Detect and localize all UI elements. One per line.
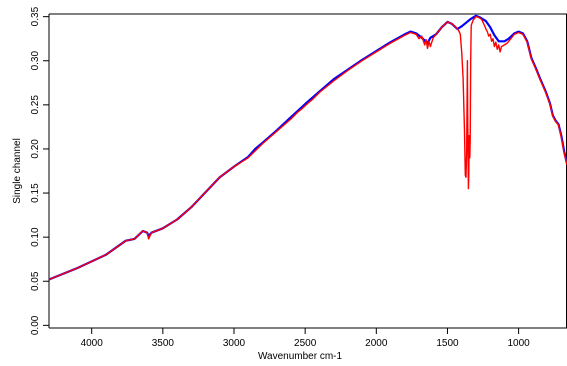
y-tick-label: 0.25 xyxy=(30,95,41,115)
x-tick-label: 3000 xyxy=(223,338,246,349)
y-axis-title: Single channel xyxy=(12,138,23,204)
y-tick-label: 0.30 xyxy=(30,51,41,71)
x-tick-label: 2000 xyxy=(365,338,388,349)
x-tick-label: 1000 xyxy=(507,338,530,349)
x-tick-label: 2500 xyxy=(294,338,317,349)
y-tick-label: 0.20 xyxy=(30,139,41,159)
series-layer xyxy=(48,14,567,281)
y-tick-label: 0.10 xyxy=(30,227,41,247)
y-tick-label: 0.35 xyxy=(30,6,41,26)
x-axis-title: Wavenumber cm-1 xyxy=(258,351,343,362)
x-tick-label: 1500 xyxy=(436,338,459,349)
y-tick-label: 0.05 xyxy=(30,271,41,291)
y-tick-label: 0.15 xyxy=(30,183,41,203)
plot-frame xyxy=(48,13,567,329)
y-axis: 0.00 0.05 0.10 0.15 0.20 0.25 0.30 0.35 xyxy=(30,6,49,335)
x-tick-label: 3500 xyxy=(152,338,175,349)
x-tick-label: 4000 xyxy=(81,338,104,349)
series-line-2 xyxy=(48,15,567,281)
x-axis: 4000 3500 3000 2500 2000 1500 1000 xyxy=(81,328,530,349)
y-tick-label: 0.00 xyxy=(30,315,41,335)
